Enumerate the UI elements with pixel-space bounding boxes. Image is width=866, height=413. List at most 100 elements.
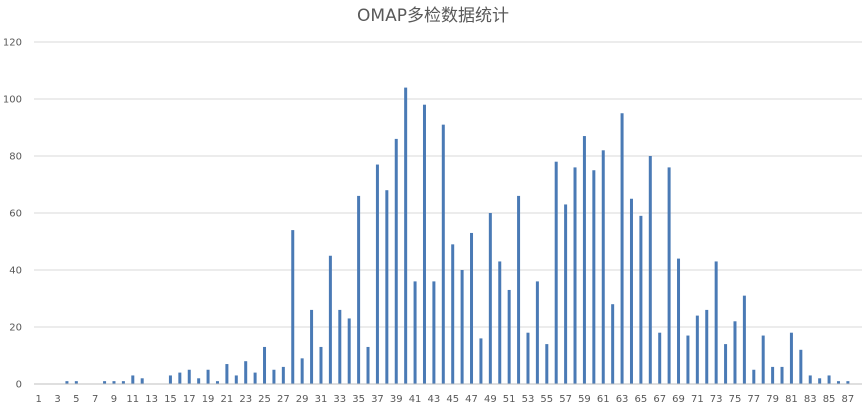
- bar-20: [215, 381, 219, 384]
- bar-49: [488, 213, 492, 384]
- x-tick-label: 47: [465, 394, 478, 405]
- x-tick-label: 41: [409, 394, 422, 405]
- bar-80: [780, 366, 784, 384]
- bar-69: [677, 258, 681, 384]
- bar-16: [178, 372, 182, 384]
- bar-78: [761, 335, 765, 384]
- bar-28: [291, 230, 295, 384]
- bar-5: [74, 381, 78, 384]
- y-tick-label: 20: [9, 323, 22, 334]
- bar-54: [535, 281, 539, 384]
- y-tick-label: 120: [3, 38, 22, 49]
- x-tick-label: 75: [729, 394, 742, 405]
- bar-73: [714, 261, 718, 384]
- bar-30: [310, 309, 314, 384]
- x-tick-label: 29: [296, 394, 309, 405]
- bar-26: [272, 369, 276, 384]
- x-tick-label: 19: [202, 394, 215, 405]
- x-tick-label: 39: [390, 394, 403, 405]
- x-tick-label: 85: [823, 394, 836, 405]
- bar-51: [507, 289, 511, 384]
- x-tick-label: 5: [73, 394, 79, 405]
- bar-4: [65, 381, 69, 384]
- bar-61: [601, 150, 605, 384]
- x-tick-label: 71: [691, 394, 704, 405]
- bar-47: [470, 232, 474, 384]
- bar-32: [328, 255, 332, 384]
- x-tick-label: 25: [258, 394, 271, 405]
- bar-34: [347, 318, 351, 384]
- x-tick-label: 83: [804, 394, 817, 405]
- x-tick-label: 33: [333, 394, 346, 405]
- bar-42: [422, 104, 426, 384]
- bar-56: [554, 161, 558, 384]
- x-tick-label: 63: [616, 394, 629, 405]
- bar-83: [808, 375, 812, 384]
- bar-70: [686, 335, 690, 384]
- x-tick-label: 55: [540, 394, 553, 405]
- bar-11: [131, 375, 135, 384]
- x-tick-label: 79: [766, 394, 779, 405]
- x-tick-label: 17: [183, 394, 196, 405]
- bar-45: [451, 244, 455, 384]
- bar-21: [225, 364, 229, 384]
- x-tick-label: 65: [635, 394, 648, 405]
- bar-57: [564, 204, 568, 384]
- x-tick-label: 49: [484, 394, 497, 405]
- bar-64: [629, 198, 633, 384]
- x-tick-label: 51: [503, 394, 516, 405]
- bar-10: [121, 381, 125, 384]
- bar-15: [168, 375, 172, 384]
- bar-58: [573, 167, 577, 384]
- bar-33: [338, 309, 342, 384]
- x-tick-label: 53: [522, 394, 535, 405]
- bar-52: [517, 195, 521, 384]
- x-tick-label: 31: [315, 394, 328, 405]
- bar-59: [582, 136, 586, 384]
- x-tick-label: 37: [371, 394, 384, 405]
- bar-46: [460, 270, 464, 384]
- bar-27: [281, 366, 285, 384]
- bar-50: [498, 261, 502, 384]
- bar-8: [103, 381, 107, 384]
- y-tick-label: 60: [9, 209, 22, 220]
- bar-68: [667, 167, 671, 384]
- bar-24: [253, 372, 257, 384]
- bar-63: [620, 113, 624, 384]
- bar-18: [197, 378, 201, 384]
- y-tick-label: 80: [9, 152, 22, 163]
- bar-36: [366, 346, 370, 384]
- bars: [65, 87, 850, 385]
- bar-17: [187, 369, 191, 384]
- bar-9: [112, 381, 116, 384]
- x-tick-label: 27: [277, 394, 290, 405]
- bar-43: [432, 281, 436, 384]
- x-tick-label: 1: [36, 394, 42, 405]
- bar-38: [385, 190, 389, 384]
- x-tick-label: 9: [111, 394, 117, 405]
- x-tick-label: 23: [239, 394, 252, 405]
- x-tick-label: 87: [842, 394, 855, 405]
- bar-22: [234, 375, 238, 384]
- x-tick-label: 77: [747, 394, 760, 405]
- bar-53: [526, 332, 530, 384]
- bar-82: [799, 349, 803, 384]
- bar-75: [733, 321, 737, 384]
- x-tick-label: 45: [446, 394, 459, 405]
- bar-81: [789, 332, 793, 384]
- y-axis-ticks: 0 20 40 60 80 100 120: [3, 38, 22, 391]
- x-tick-label: 11: [126, 394, 139, 405]
- bar-60: [592, 170, 596, 384]
- x-tick-label: 3: [54, 394, 60, 405]
- bar-31: [319, 346, 323, 384]
- bar-65: [639, 215, 643, 384]
- bar-86: [836, 381, 840, 384]
- bar-48: [479, 338, 483, 384]
- bar-62: [611, 304, 615, 384]
- bar-77: [752, 369, 756, 384]
- bar-39: [394, 138, 398, 384]
- bar-74: [724, 344, 728, 384]
- x-tick-label: 59: [578, 394, 591, 405]
